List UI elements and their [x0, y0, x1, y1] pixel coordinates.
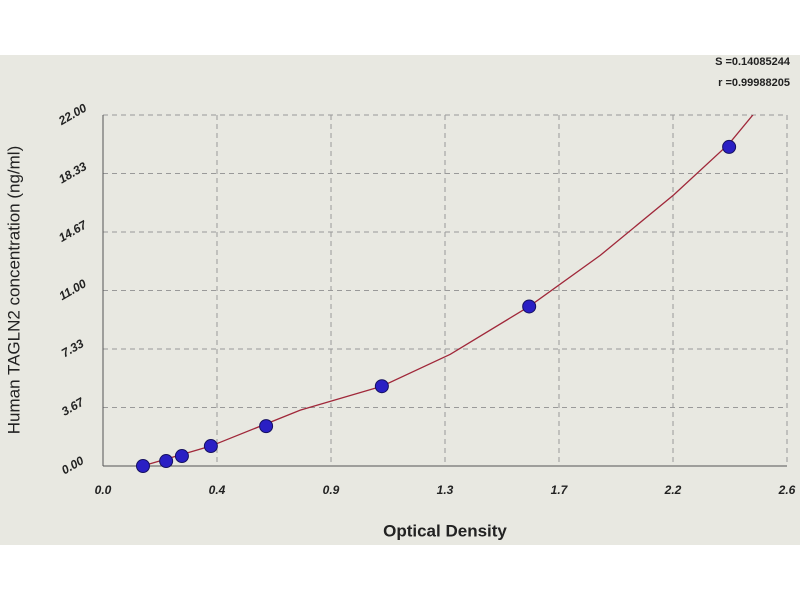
- data-point: [174, 449, 189, 464]
- annotation: r =0.99988205: [718, 77, 790, 89]
- data-point: [259, 419, 274, 434]
- annotation: S =0.14085244: [715, 56, 791, 68]
- y-axis-title: Human TAGLN2 concentration (ng/ml): [4, 146, 23, 435]
- data-point: [135, 459, 150, 473]
- x-tick-label: 0.4: [209, 483, 226, 497]
- x-tick-label: 2.2: [664, 483, 682, 497]
- data-point: [203, 439, 218, 454]
- plot-area: [142, 115, 754, 466]
- x-tick-label: 1.7: [551, 483, 569, 497]
- data-point: [522, 299, 537, 314]
- data-point: [374, 379, 389, 394]
- x-tick-label: 2.6: [778, 483, 796, 497]
- x-tick-label: 0.0: [95, 483, 112, 497]
- fit-curve: [142, 115, 754, 466]
- x-tick-label: 1.3: [437, 483, 454, 497]
- data-point: [722, 139, 737, 154]
- data-point: [159, 454, 174, 469]
- x-axis-title: Optical Density: [383, 521, 507, 540]
- chart-background: [0, 55, 800, 545]
- x-tick-label: 0.9: [323, 483, 340, 497]
